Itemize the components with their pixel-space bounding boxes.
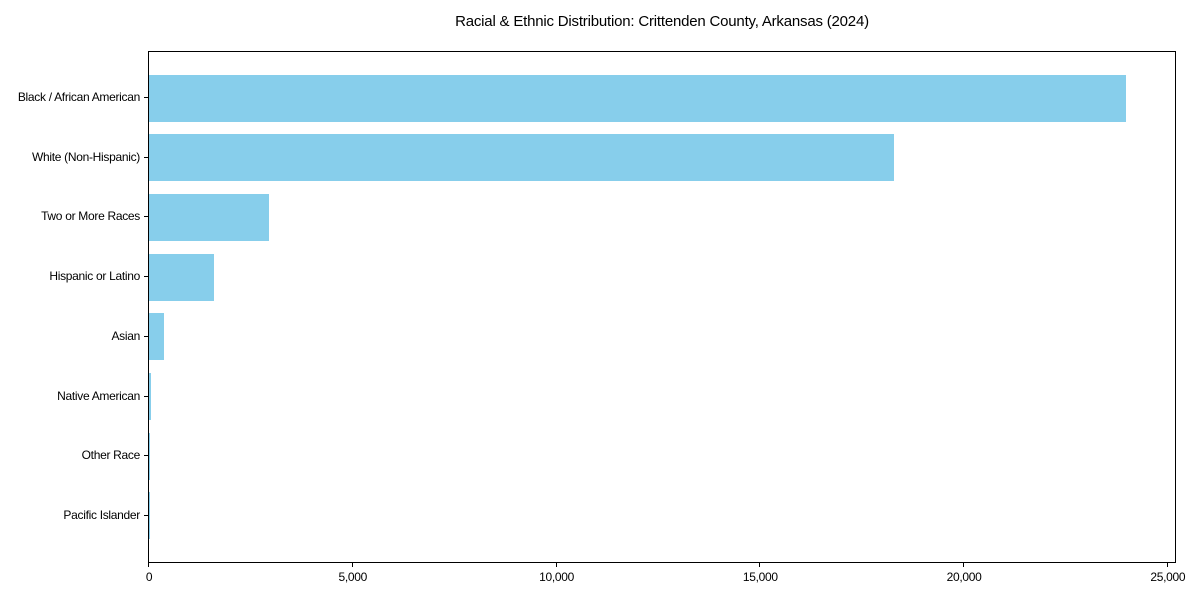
bar bbox=[149, 193, 270, 241]
x-tick-label: 10,000 bbox=[539, 570, 574, 584]
y-tick-mark bbox=[144, 276, 148, 278]
bar bbox=[149, 373, 152, 421]
x-tick-mark bbox=[555, 563, 557, 567]
y-tick-mark bbox=[144, 335, 148, 337]
y-tick-label: Other Race bbox=[81, 448, 141, 463]
x-tick-mark bbox=[1166, 563, 1168, 567]
y-tick-label: Pacific Islander bbox=[63, 507, 140, 522]
bar bbox=[149, 313, 165, 361]
x-tick-label: 5,000 bbox=[338, 570, 368, 584]
y-tick-label: Two or More Races bbox=[41, 209, 140, 224]
y-tick-mark bbox=[144, 216, 148, 218]
y-tick-label: Hispanic or Latino bbox=[49, 269, 140, 284]
x-tick-label: 0 bbox=[145, 570, 153, 584]
x-tick-mark bbox=[963, 563, 965, 567]
y-tick-mark bbox=[144, 514, 148, 516]
x-tick-label: 25,000 bbox=[1150, 570, 1186, 584]
bar bbox=[149, 74, 1127, 122]
y-tick-mark bbox=[144, 156, 148, 158]
y-tick-label: Black / African American bbox=[17, 90, 140, 104]
y-tick-label: Asian bbox=[111, 328, 140, 343]
x-tick-mark bbox=[351, 563, 353, 567]
y-tick-label: White (Non-Hispanic) bbox=[31, 149, 140, 164]
bar bbox=[149, 432, 150, 480]
y-tick-mark bbox=[144, 97, 148, 98]
x-tick-label: 15,000 bbox=[742, 570, 778, 584]
bar bbox=[149, 134, 895, 182]
x-tick-mark bbox=[148, 563, 149, 567]
chart-title: Racial & Ethnic Distribution: Crittenden… bbox=[455, 13, 869, 30]
y-tick-mark bbox=[144, 395, 148, 397]
bar bbox=[149, 253, 215, 301]
y-tick-mark bbox=[144, 455, 148, 457]
x-tick-mark bbox=[759, 563, 761, 567]
plot-area bbox=[148, 51, 1176, 563]
y-tick-label: Native American bbox=[57, 388, 140, 403]
x-tick-label: 20,000 bbox=[946, 570, 982, 584]
